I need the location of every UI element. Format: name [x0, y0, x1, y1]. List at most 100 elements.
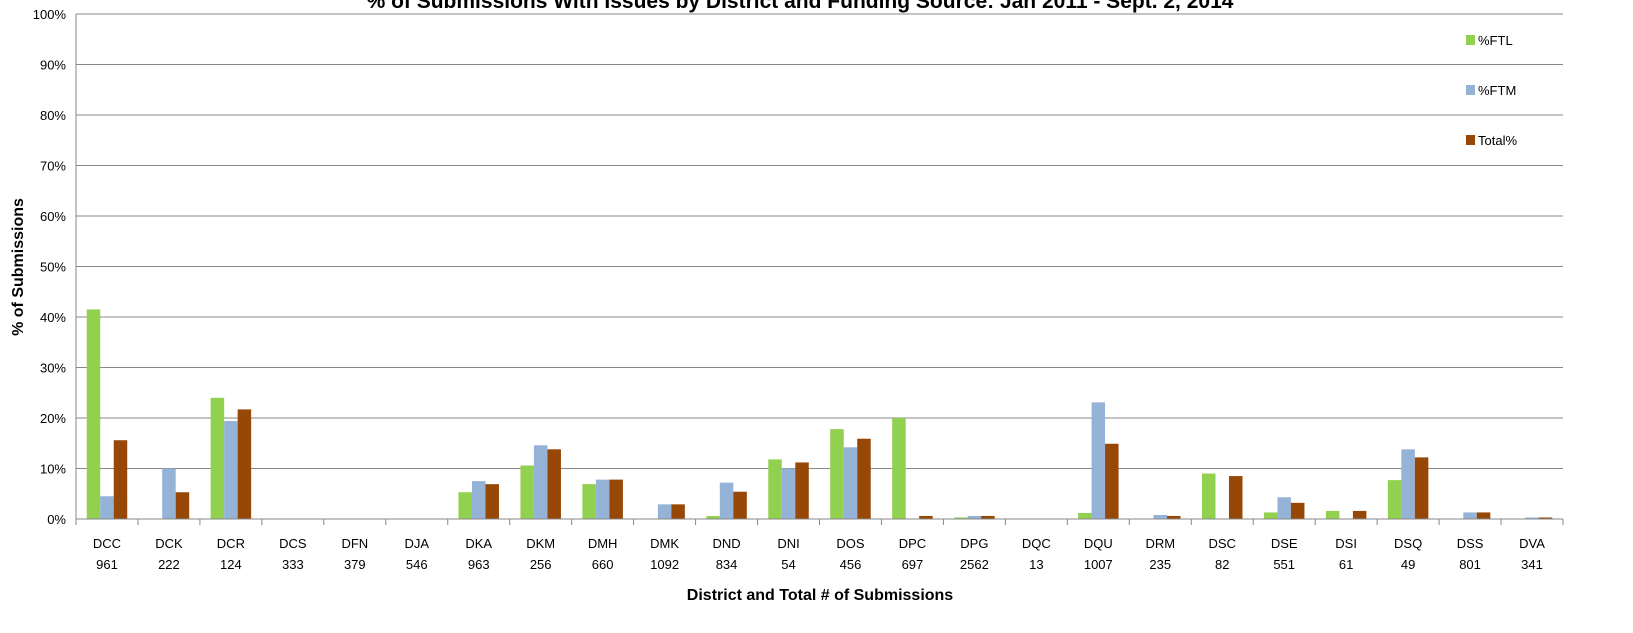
- bar-total: [1167, 515, 1181, 519]
- x-category-name: DCC: [93, 536, 121, 551]
- x-category-name: DRM: [1145, 536, 1175, 551]
- x-category-total: 13: [1029, 557, 1043, 572]
- gridlines: [76, 13, 1563, 520]
- bar-ftl: [954, 517, 968, 519]
- axes: 0% 10% 20% 30% 40% 50% 60% 70% 80% 90% 100% DCC 961 D…: [33, 7, 1564, 572]
- bar-ftm: [781, 468, 796, 519]
- bar-total: [981, 515, 995, 519]
- x-category-total: 546: [406, 557, 428, 572]
- bar-ftl: [768, 459, 782, 519]
- y-tick-label: 70%: [40, 159, 66, 174]
- x-category-total: 551: [1273, 557, 1295, 572]
- y-tick-label: 0%: [47, 512, 66, 527]
- x-category-total: 834: [716, 557, 738, 572]
- bar-total: [919, 515, 933, 519]
- x-category-total: 660: [592, 557, 614, 572]
- y-tick-label: 40%: [40, 310, 66, 325]
- x-category-total: 54: [781, 557, 795, 572]
- x-category-name: DCS: [279, 536, 307, 551]
- x-category-name: DKA: [465, 536, 492, 551]
- bar-ftm: [1091, 402, 1106, 519]
- bar-ftl: [1201, 473, 1216, 519]
- bar-ftl: [1078, 512, 1092, 519]
- bar-ftm: [1525, 517, 1539, 519]
- x-category-name: DFN: [341, 536, 368, 551]
- bar-total: [795, 462, 809, 519]
- bar-total: [609, 479, 623, 519]
- x-category-total: 1092: [650, 557, 679, 572]
- bar-ftl: [706, 515, 720, 519]
- bar-total: [671, 504, 685, 519]
- x-category-name: DKM: [526, 536, 555, 551]
- bar-ftm: [1277, 497, 1291, 519]
- bar-ftm: [719, 482, 734, 519]
- chart-title: % of Submissions With Issues by District…: [367, 0, 1234, 13]
- bar-ftl: [1325, 510, 1340, 519]
- y-tick-label: 80%: [40, 108, 66, 123]
- y-axis-title: % of Submissions: [10, 198, 27, 336]
- bar-total: [175, 492, 190, 519]
- bar-ftm: [224, 421, 238, 519]
- x-category-name: DVA: [1519, 536, 1545, 551]
- bar-total: [1290, 502, 1305, 519]
- bar-ftm: [595, 479, 610, 519]
- x-category-total: 49: [1401, 557, 1415, 572]
- x-category-total: 801: [1459, 557, 1481, 572]
- bar-ftm: [1153, 514, 1168, 519]
- x-category-name: DOS: [836, 536, 865, 551]
- y-tick-label: 50%: [40, 260, 66, 275]
- x-category-total: 256: [530, 557, 552, 572]
- y-tick-label: 20%: [40, 411, 66, 426]
- y-tick-label: 60%: [40, 209, 66, 224]
- legend: %FTL %FTM Total%: [1466, 33, 1517, 148]
- bar-total: [1352, 510, 1367, 519]
- legend-swatch: [1466, 35, 1475, 45]
- bar-ftl: [210, 397, 225, 519]
- x-category-name: DSI: [1335, 536, 1357, 551]
- x-category-name: DJA: [404, 536, 429, 551]
- x-category-total: 961: [96, 557, 118, 572]
- x-category-total: 235: [1149, 557, 1171, 572]
- bar-total: [1105, 443, 1119, 519]
- x-axis-title: District and Total # of Submissions: [687, 587, 954, 604]
- x-category-total: 379: [344, 557, 366, 572]
- bar-total: [1538, 517, 1553, 519]
- x-category-total: 61: [1339, 557, 1353, 572]
- x-category-name: DQC: [1022, 536, 1051, 551]
- bar-ftl: [86, 309, 101, 519]
- x-category-total: 333: [282, 557, 304, 572]
- legend-swatch: [1466, 85, 1475, 95]
- legend-label: %FTL: [1478, 33, 1513, 48]
- bar-ftl: [1387, 480, 1402, 519]
- bar-total: [547, 449, 561, 519]
- x-category-name: DSS: [1457, 536, 1484, 551]
- x-category-total: 963: [468, 557, 490, 572]
- bar-total: [857, 438, 871, 519]
- x-category-total: 456: [840, 557, 862, 572]
- y-tick-label: 100%: [33, 7, 67, 22]
- x-category-name: DPG: [960, 536, 988, 551]
- x-category-name: DSQ: [1394, 536, 1422, 551]
- bar-total: [237, 409, 252, 519]
- x-category-name: DCK: [155, 536, 183, 551]
- x-category-total: 341: [1521, 557, 1543, 572]
- x-category-total: 1007: [1084, 557, 1113, 572]
- x-category-name: DQU: [1084, 536, 1113, 551]
- bar-ftm: [967, 515, 982, 519]
- bar-ftm: [1463, 512, 1477, 519]
- x-category-total: 124: [220, 557, 242, 572]
- bar-ftl: [1263, 512, 1278, 519]
- x-category-name: DSC: [1209, 536, 1236, 551]
- bar-ftl: [458, 492, 472, 519]
- bar-ftm: [843, 447, 858, 519]
- x-category-name: DNI: [777, 536, 799, 551]
- legend-label: %FTM: [1478, 83, 1516, 98]
- x-category-name: DSE: [1271, 536, 1298, 551]
- bar-total: [1414, 457, 1429, 519]
- bar-ftl: [520, 465, 534, 519]
- legend-label: Total%: [1478, 133, 1517, 148]
- x-category-total: 697: [902, 557, 924, 572]
- x-category-name: DMK: [650, 536, 679, 551]
